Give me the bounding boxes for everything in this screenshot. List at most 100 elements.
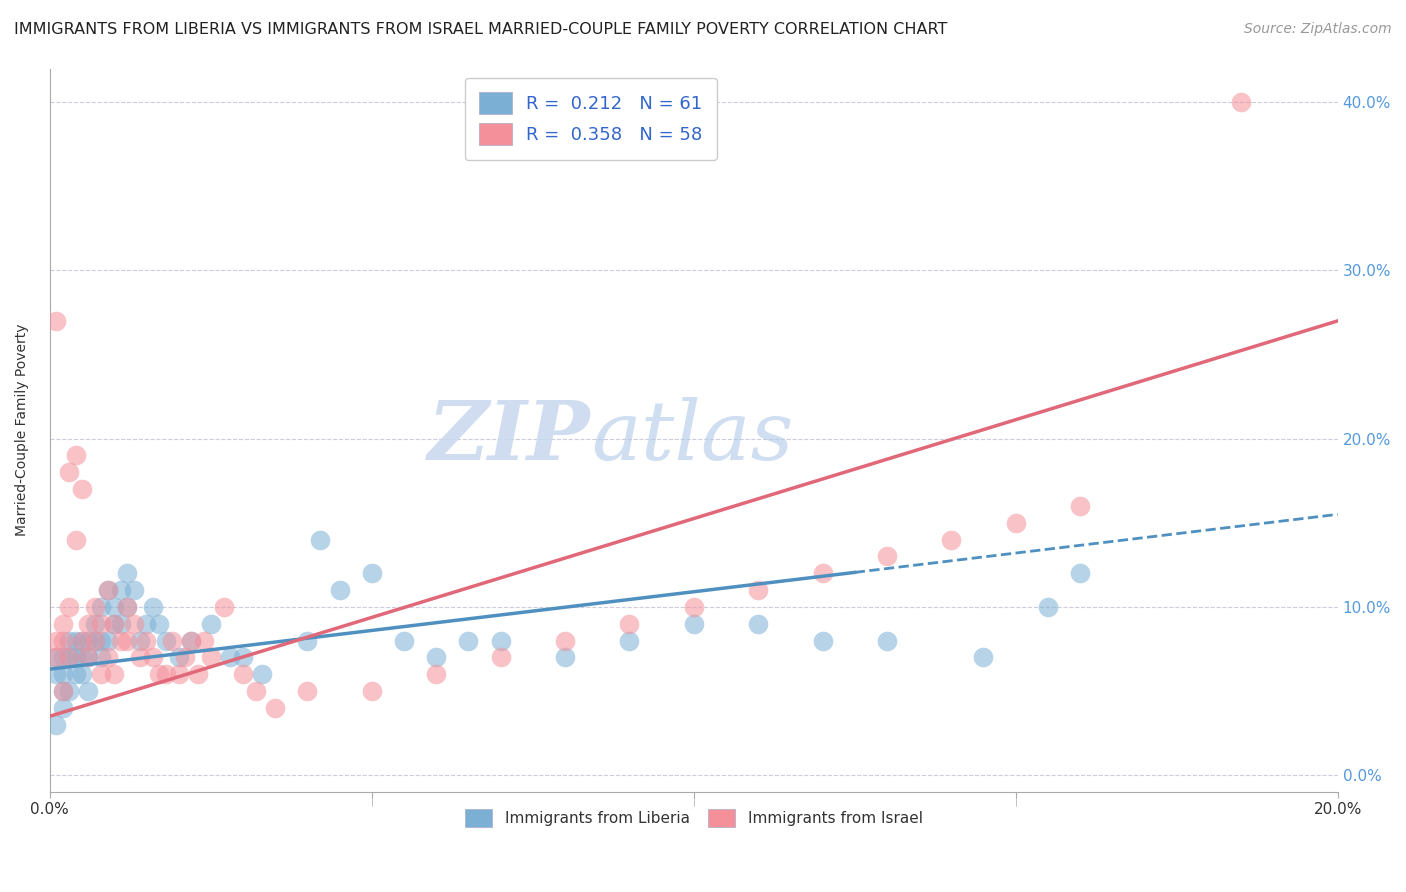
Point [90, 599, 112, 614]
Point [58, 684, 80, 698]
Point [90, 650, 112, 665]
Point [77, 650, 100, 665]
Point [52, 616, 75, 631]
Point [129, 633, 152, 648]
Point [619, 633, 641, 648]
Point [65, 667, 87, 681]
Point [148, 667, 170, 681]
Point [876, 633, 898, 648]
Point [425, 650, 447, 665]
Point [84, 616, 107, 631]
Point [52, 667, 75, 681]
Point [52, 633, 75, 648]
Point [1004, 516, 1026, 530]
Point [392, 633, 415, 648]
Point [97, 633, 120, 648]
Point [70, 633, 93, 648]
Point [425, 667, 447, 681]
Point [110, 583, 132, 598]
Point [554, 633, 576, 648]
Point [65, 650, 87, 665]
Point [252, 667, 274, 681]
Point [309, 533, 332, 547]
Point [115, 599, 138, 614]
Point [97, 650, 120, 665]
Text: ZIP: ZIP [427, 398, 591, 477]
Point [52, 701, 75, 715]
Point [97, 583, 120, 598]
Point [682, 616, 704, 631]
Point [70, 482, 93, 496]
Point [45, 717, 67, 731]
Point [58, 633, 80, 648]
Point [115, 633, 138, 648]
Point [811, 566, 834, 581]
Point [103, 667, 125, 681]
Point [489, 650, 512, 665]
Point [747, 583, 769, 598]
Point [167, 667, 190, 681]
Point [155, 633, 177, 648]
Point [77, 616, 100, 631]
Point [360, 566, 382, 581]
Point [70, 667, 93, 681]
Point [297, 684, 319, 698]
Point [45, 650, 67, 665]
Point [1069, 566, 1091, 581]
Point [155, 667, 177, 681]
Point [70, 650, 93, 665]
Point [45, 667, 67, 681]
Legend: Immigrants from Liberia, Immigrants from Israel: Immigrants from Liberia, Immigrants from… [457, 801, 931, 835]
Point [45, 633, 67, 648]
Point [103, 599, 125, 614]
Point [682, 599, 704, 614]
Point [65, 633, 87, 648]
Point [65, 533, 87, 547]
Point [84, 633, 107, 648]
Point [554, 650, 576, 665]
Point [84, 599, 107, 614]
Point [135, 616, 157, 631]
Point [142, 599, 165, 614]
Point [245, 684, 267, 698]
Point [160, 633, 183, 648]
Text: IMMIGRANTS FROM LIBERIA VS IMMIGRANTS FROM ISRAEL MARRIED-COUPLE FAMILY POVERTY : IMMIGRANTS FROM LIBERIA VS IMMIGRANTS FR… [14, 22, 948, 37]
Point [360, 684, 382, 698]
Point [180, 633, 202, 648]
Point [219, 650, 242, 665]
Point [811, 633, 834, 648]
Point [103, 616, 125, 631]
Point [77, 650, 100, 665]
Point [90, 667, 112, 681]
Point [142, 650, 165, 665]
Point [52, 650, 75, 665]
Y-axis label: Married-Couple Family Poverty: Married-Couple Family Poverty [15, 324, 30, 536]
Point [167, 650, 190, 665]
Point [84, 633, 107, 648]
Point [232, 667, 254, 681]
Point [115, 566, 138, 581]
Point [52, 684, 75, 698]
Point [193, 633, 215, 648]
Point [180, 633, 202, 648]
Point [1036, 599, 1059, 614]
Point [457, 633, 479, 648]
Point [329, 583, 352, 598]
Point [110, 616, 132, 631]
Text: Source: ZipAtlas.com: Source: ZipAtlas.com [1244, 22, 1392, 37]
Point [90, 616, 112, 631]
Point [58, 650, 80, 665]
Point [135, 633, 157, 648]
Point [122, 616, 145, 631]
Point [1069, 499, 1091, 513]
Point [489, 633, 512, 648]
Point [70, 633, 93, 648]
Point [122, 583, 145, 598]
Point [52, 684, 75, 698]
Point [65, 449, 87, 463]
Point [972, 650, 994, 665]
Point [232, 650, 254, 665]
Point [45, 314, 67, 328]
Point [45, 650, 67, 665]
Point [148, 616, 170, 631]
